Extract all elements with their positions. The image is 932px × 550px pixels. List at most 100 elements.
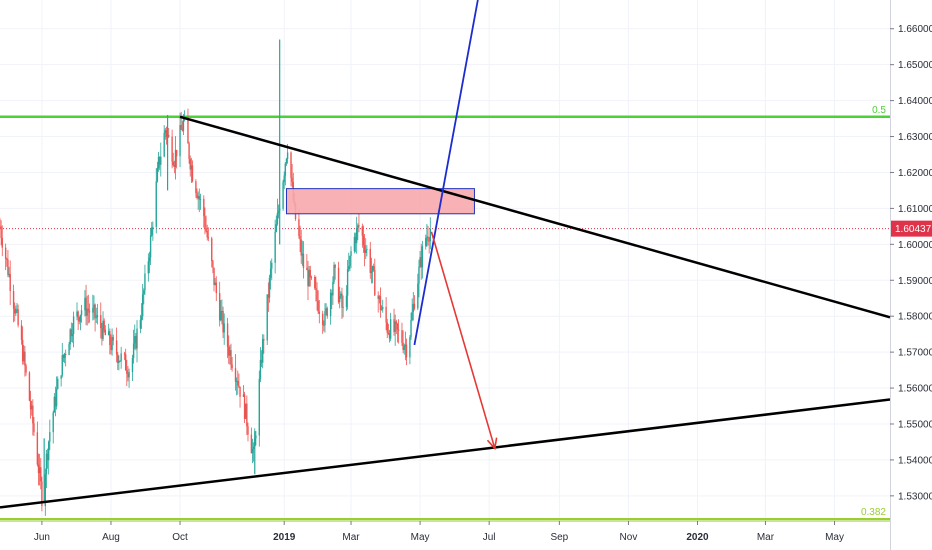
candle-body bbox=[148, 257, 151, 262]
candle-body bbox=[173, 165, 176, 167]
candle-body bbox=[102, 320, 104, 339]
candle-body bbox=[144, 273, 146, 291]
candle-body bbox=[112, 337, 114, 341]
candle-body bbox=[402, 342, 404, 350]
candle-body bbox=[140, 316, 143, 320]
candle-body bbox=[239, 386, 241, 397]
candle-body bbox=[37, 464, 40, 474]
candle-body bbox=[302, 253, 305, 269]
candle-body bbox=[353, 236, 356, 252]
candle-body bbox=[419, 257, 421, 267]
candle-body bbox=[96, 315, 99, 318]
candle-body bbox=[333, 265, 335, 283]
candle-body bbox=[250, 434, 253, 454]
time-tick-label: Mar bbox=[757, 532, 775, 543]
candle-body bbox=[147, 261, 150, 274]
candle-body bbox=[4, 247, 7, 259]
time-tick-label: Mar bbox=[342, 532, 360, 543]
candle-body bbox=[393, 319, 395, 332]
time-tick-label: Oct bbox=[172, 532, 188, 543]
candle-body bbox=[230, 350, 232, 365]
candle-body bbox=[271, 262, 273, 269]
candle-body bbox=[172, 161, 174, 166]
candle-body bbox=[164, 130, 167, 133]
trend-line[interactable] bbox=[179, 115, 891, 319]
price-tick-label: 1.65000 bbox=[898, 60, 932, 71]
candle-body bbox=[28, 372, 31, 401]
candle-body bbox=[386, 322, 388, 333]
candle-body bbox=[427, 236, 429, 241]
candle-body bbox=[269, 268, 272, 278]
candlesticks bbox=[0, 39, 431, 516]
candle-body bbox=[62, 355, 65, 359]
candle-body bbox=[15, 309, 17, 314]
candle-body bbox=[317, 300, 319, 312]
candle-body bbox=[120, 353, 122, 361]
forecast-arrow-head bbox=[486, 437, 498, 451]
candle-body bbox=[260, 359, 263, 363]
candle-body bbox=[29, 400, 32, 410]
price-tick-label: 1.59000 bbox=[898, 276, 932, 287]
time-tick-label: Aug bbox=[102, 532, 120, 543]
candle-body bbox=[101, 328, 103, 339]
price-tick-label: 1.64000 bbox=[898, 96, 932, 107]
candle-body bbox=[370, 271, 373, 273]
candle-body bbox=[155, 181, 157, 227]
time-axis[interactable]: Jun Aug Oct 2019 Mar May Jul Sep Nov 2020 Mar May bbox=[0, 521, 890, 550]
candle-body bbox=[205, 228, 207, 231]
candle-body bbox=[199, 198, 202, 200]
time-tick-label: Nov bbox=[620, 532, 638, 543]
candle-body bbox=[329, 292, 332, 317]
forecast-arrow[interactable] bbox=[430, 231, 496, 449]
candle-body bbox=[54, 396, 57, 407]
candle-body bbox=[86, 308, 88, 316]
candle-body bbox=[108, 331, 110, 335]
candle-body bbox=[160, 156, 162, 165]
trend-line[interactable] bbox=[413, 0, 479, 346]
candle-body bbox=[334, 265, 336, 268]
candle-body bbox=[40, 467, 42, 482]
candle-body bbox=[203, 198, 205, 217]
candle-body bbox=[213, 267, 215, 285]
current-price-badge bbox=[891, 220, 932, 237]
candle-body bbox=[71, 333, 74, 337]
current-price-label: 1.60437 bbox=[895, 224, 932, 235]
candle-body bbox=[127, 373, 129, 378]
candle-body bbox=[157, 156, 160, 169]
candle-body bbox=[380, 309, 383, 311]
candle-body bbox=[429, 228, 431, 242]
candle-body bbox=[275, 224, 277, 232]
candle-body bbox=[226, 323, 229, 347]
candle-body bbox=[149, 235, 152, 258]
candle-body bbox=[190, 165, 193, 170]
candle-body bbox=[332, 282, 334, 296]
candle-body bbox=[104, 329, 107, 335]
candle-body bbox=[418, 266, 420, 284]
candle-body bbox=[345, 295, 348, 307]
candle-body bbox=[197, 195, 199, 199]
candle-body bbox=[93, 304, 95, 308]
price-axis[interactable]: 1.66000 1.65000 1.64000 1.63000 1.62000 1.610… bbox=[890, 0, 932, 550]
candle-body bbox=[258, 378, 261, 436]
candle-body bbox=[168, 135, 170, 137]
candle-body bbox=[354, 236, 357, 244]
time-tick-label: Jun bbox=[34, 532, 50, 543]
candle-body bbox=[340, 293, 342, 297]
candle-body bbox=[84, 297, 86, 311]
candle-body bbox=[158, 156, 161, 165]
candle-body bbox=[12, 291, 15, 309]
candle-body bbox=[7, 259, 9, 275]
candle-body bbox=[372, 266, 375, 271]
trend-line[interactable] bbox=[0, 398, 891, 509]
price-tick-label: 1.57000 bbox=[898, 348, 932, 359]
candle-body bbox=[395, 321, 398, 324]
candle-body bbox=[310, 276, 313, 278]
candle-body bbox=[212, 260, 214, 268]
candle-body bbox=[131, 358, 134, 372]
candle-body bbox=[382, 306, 384, 310]
candle-body bbox=[363, 245, 366, 253]
candle-body bbox=[179, 124, 181, 157]
candle-body bbox=[69, 329, 71, 345]
candle-body bbox=[118, 361, 120, 364]
